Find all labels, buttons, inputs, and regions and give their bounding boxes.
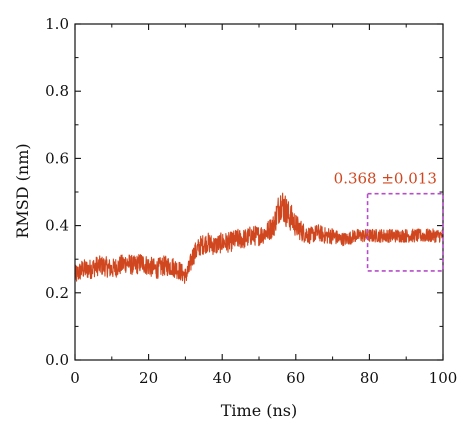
y-tick-label: 0.4: [45, 217, 69, 235]
y-axis-title: RMSD (nm): [13, 143, 32, 238]
y-tick-label: 0.0: [45, 351, 69, 369]
x-tick-label: 60: [286, 369, 305, 387]
ticks-layer: 0 20 40 60 80 100 0.0 0.2 0.4 0.6 0.8 1.0: [45, 15, 457, 387]
plot-frame: [74, 23, 444, 361]
x-tick-label: 100: [429, 369, 458, 387]
series-layer: [74, 192, 444, 284]
x-tick-label: 80: [360, 369, 379, 387]
highlight-box: [366, 192, 444, 272]
x-tick-label: 0: [70, 369, 80, 387]
series-line-0: [74, 192, 444, 284]
x-axis-title: Time (ns): [221, 401, 298, 420]
y-tick-label: 0.8: [45, 82, 69, 100]
y-tick-label: 1.0: [45, 15, 69, 33]
annotation-label: 0.368 ±0.013: [334, 170, 437, 188]
y-tick-label: 0.2: [45, 284, 69, 302]
x-tick-label: 40: [213, 369, 232, 387]
x-tick-label: 20: [139, 369, 158, 387]
y-tick-label: 0.6: [45, 149, 69, 167]
